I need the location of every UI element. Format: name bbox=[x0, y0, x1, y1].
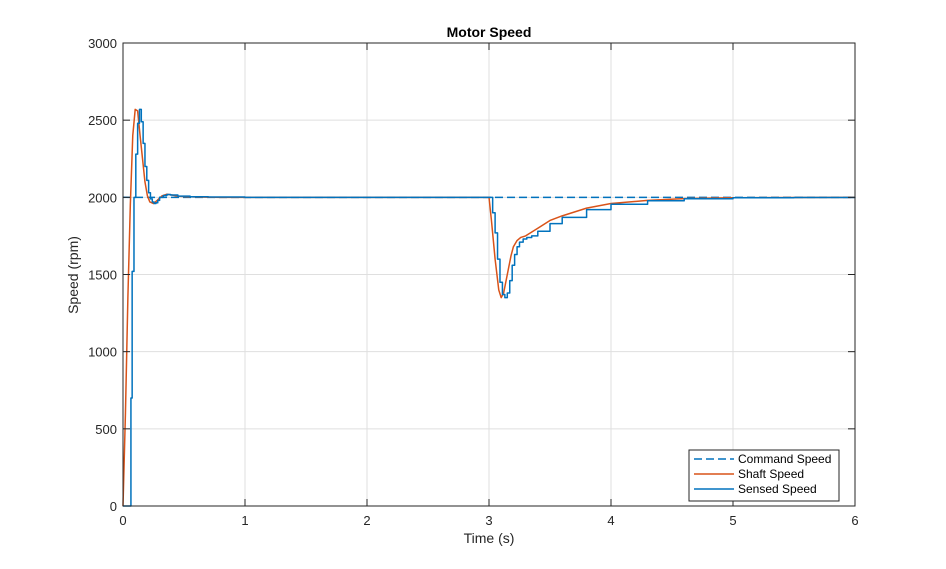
y-tick-label: 3000 bbox=[88, 36, 117, 51]
legend-entry-label: Shaft Speed bbox=[738, 467, 804, 481]
x-tick-label: 6 bbox=[851, 513, 858, 528]
x-tick-label: 5 bbox=[729, 513, 736, 528]
y-tick-label: 1500 bbox=[88, 268, 117, 283]
x-tick-label: 0 bbox=[119, 513, 126, 528]
x-axis-label: Time (s) bbox=[464, 530, 515, 546]
y-axis-label: Speed (rpm) bbox=[65, 236, 81, 314]
series-lines bbox=[122, 108, 856, 507]
x-tick-label: 3 bbox=[485, 513, 492, 528]
series-line-sensed-speed bbox=[123, 108, 856, 507]
y-tick-label: 1000 bbox=[88, 345, 117, 360]
y-tick-label: 500 bbox=[95, 422, 117, 437]
x-tick-label: 2 bbox=[363, 513, 370, 528]
chart-title: Motor Speed bbox=[447, 24, 532, 40]
axis-ticks: 0 1 2 3 4 5 6 0 500 1000 1500 2000 2500 3000 bbox=[88, 36, 859, 528]
y-tick-label: 2000 bbox=[88, 190, 117, 205]
x-tick-label: 4 bbox=[607, 513, 614, 528]
x-tick-label: 1 bbox=[241, 513, 248, 528]
legend-entry-label: Command Speed bbox=[738, 452, 831, 466]
y-tick-label: 0 bbox=[110, 499, 117, 514]
legend-entry-label: Sensed Speed bbox=[738, 482, 817, 496]
y-tick-label: 2500 bbox=[88, 113, 117, 128]
